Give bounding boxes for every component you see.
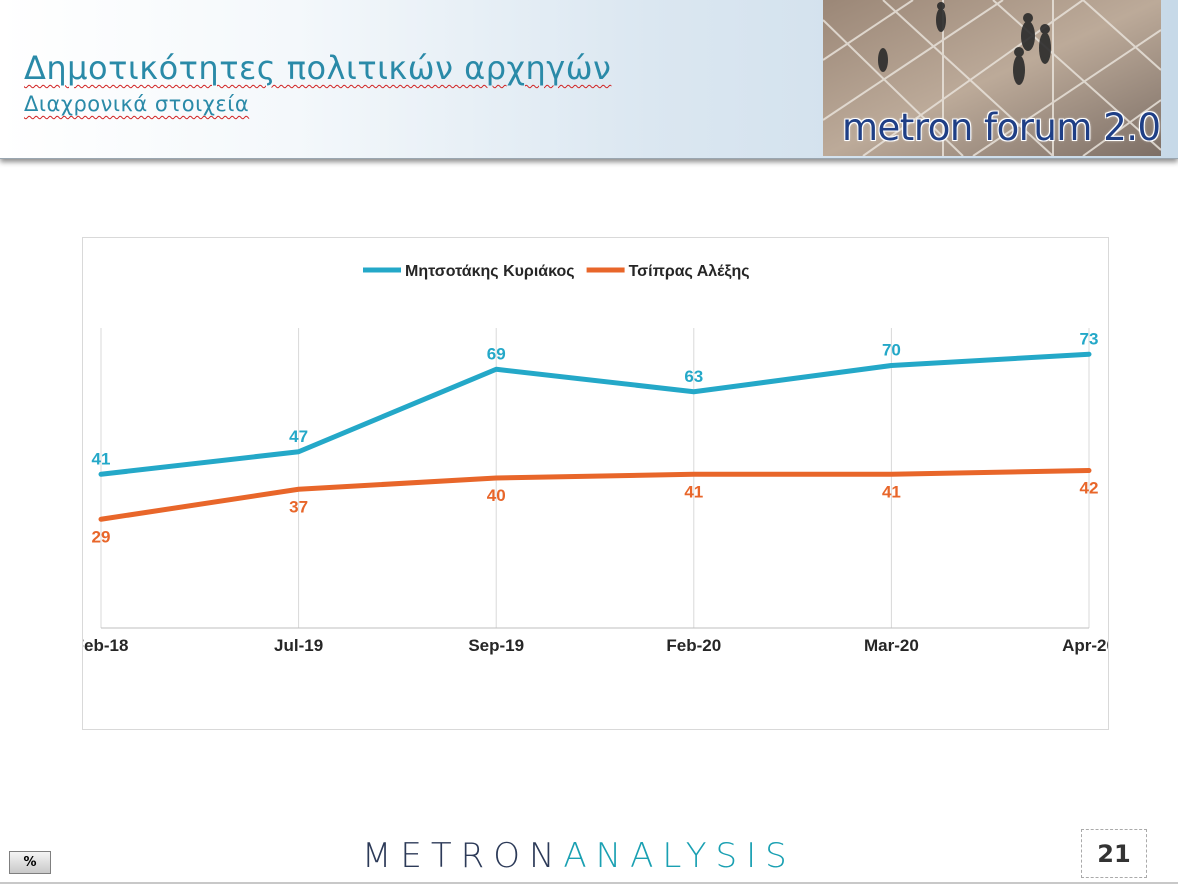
page-number: 21 — [1081, 829, 1147, 878]
x-tick-label: Jul-19 — [274, 636, 323, 655]
x-tick-label: Mar-20 — [864, 636, 919, 655]
logo-part-analysis: ANALYSIS — [563, 836, 796, 876]
metron-analysis-logo: METRONANALYSIS — [362, 836, 796, 876]
data-label: 41 — [92, 449, 111, 468]
x-tick-label: Sep-19 — [468, 636, 524, 655]
data-label: 29 — [92, 527, 111, 546]
header-banner: Δημοτικότητες πολιτικών αρχηγών Διαχρονι… — [0, 0, 1178, 159]
data-label: 37 — [289, 497, 308, 516]
chart-area: Feb-18 Jul-19 Sep-19 Feb-20 Mar-20 Apr-20 41 47… — [82, 237, 1109, 730]
x-tick-label: Apr-20 — [1062, 636, 1108, 655]
x-tick-label: Feb-20 — [666, 636, 721, 655]
data-label: 40 — [487, 486, 506, 505]
data-label: 63 — [684, 367, 703, 386]
logo-part-metron: METRON — [362, 836, 564, 876]
series-line-1 — [98, 351, 1092, 477]
page-title: Δημοτικότητες πολιτικών αρχηγών — [24, 49, 612, 87]
x-tick-label: Feb-18 — [83, 636, 128, 655]
data-label: 41 — [684, 482, 703, 501]
line-chart: Feb-18 Jul-19 Sep-19 Feb-20 Mar-20 Apr-20 41 47… — [83, 263, 1108, 655]
metron-forum-logo-text: metron forum 2.0 — [842, 106, 1161, 149]
legend-label: Τσίπρας Αλέξης — [629, 263, 750, 280]
data-label: 41 — [882, 482, 901, 501]
legend-label: Μητσοτάκης Κυριάκος — [405, 263, 575, 280]
data-label: 42 — [1080, 479, 1099, 498]
data-label: 47 — [289, 427, 308, 446]
data-label: 70 — [882, 341, 901, 360]
metron-forum-banner-image — [823, 0, 1161, 156]
series-line-2 — [98, 468, 1092, 522]
data-label: 73 — [1080, 329, 1099, 348]
percent-button[interactable]: % — [9, 851, 51, 874]
bottom-divider — [0, 882, 1178, 884]
page-subtitle: Διαχρονικά στοιχεία — [24, 92, 250, 116]
data-label: 69 — [487, 344, 506, 363]
